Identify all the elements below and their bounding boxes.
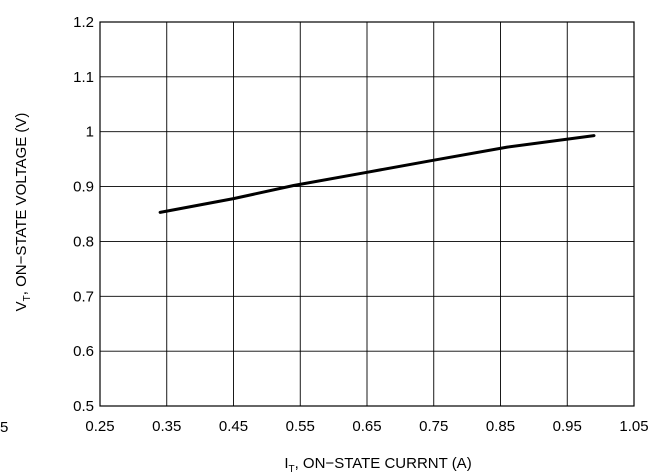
y-tick-label: 0.5 <box>73 398 94 415</box>
x-axis-label-sub: T <box>288 464 294 475</box>
x-tick-label: 0.35 <box>152 418 181 435</box>
x-tick-label: 0.55 <box>286 418 315 435</box>
x-tick-label: 0.85 <box>486 418 515 435</box>
series-group <box>158 134 596 214</box>
stray-text: 5 <box>0 419 8 436</box>
y-tick-label: 0.9 <box>73 179 94 196</box>
y-tick-label: 0.6 <box>73 343 94 360</box>
x-tick-label: 0.95 <box>553 418 582 435</box>
y-tick-label: 0.8 <box>73 233 94 250</box>
x-axis-label: IT, ON−STATE CURRNT (A) <box>284 455 471 475</box>
y-tick-labels: 0.5 0.6 0.7 0.8 0.9 1 1.1 1.2 <box>73 14 94 415</box>
x-tick-label: 0.45 <box>219 418 248 435</box>
x-axis-label-main: I <box>284 455 288 472</box>
plot-frame <box>99 21 635 407</box>
y-axis-label-sub: T <box>22 295 33 301</box>
y-axis-label: VT, ON−STATE VOLTAGE (V) <box>13 113 33 312</box>
x-tick-label: 1.05 <box>619 418 648 435</box>
x-tick-label: 0.25 <box>85 418 114 435</box>
series-line <box>158 134 596 214</box>
x-tick-label: 0.65 <box>352 418 381 435</box>
y-axis-label-main: V <box>13 301 30 311</box>
x-tick-labels: 0.25 0.35 0.45 0.55 0.65 0.75 0.85 0.95 1.05 <box>85 418 648 435</box>
y-tick-label: 1.2 <box>73 14 94 31</box>
grid <box>99 21 635 407</box>
x-tick-label: 0.75 <box>419 418 448 435</box>
x-axis-label-rest: , ON−STATE CURRNT (A) <box>295 455 472 472</box>
y-tick-label: 0.7 <box>73 288 94 305</box>
y-tick-label: 1.1 <box>73 69 94 86</box>
y-tick-label: 1 <box>86 124 94 141</box>
y-axis-label-rest: , ON−STATE VOLTAGE (V) <box>13 113 30 296</box>
